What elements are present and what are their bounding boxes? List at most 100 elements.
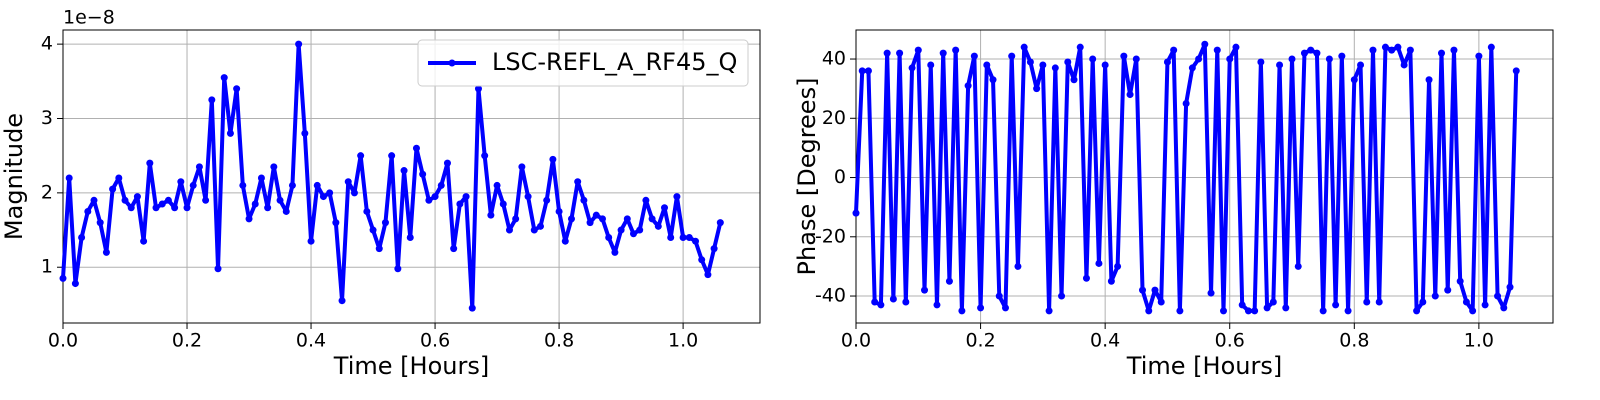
data-point	[1226, 55, 1234, 63]
data-point	[964, 82, 972, 90]
data-point	[983, 61, 991, 69]
data-point	[295, 40, 303, 48]
data-point	[319, 193, 327, 201]
y-tick-label: 2	[41, 181, 53, 203]
data-point	[1288, 55, 1296, 63]
data-point	[667, 233, 675, 241]
x-tick-label: 0.2	[965, 330, 995, 352]
data-point	[332, 219, 340, 227]
y-axis-label: Phase [Degrees]	[793, 78, 821, 276]
x-tick-label: 0.8	[1339, 330, 1369, 352]
data-point	[611, 248, 619, 256]
data-point	[1388, 46, 1396, 54]
data-point	[889, 295, 897, 303]
data-point	[1244, 307, 1252, 315]
data-point	[71, 280, 79, 288]
data-point	[654, 222, 662, 230]
data-point	[543, 196, 551, 204]
data-point	[977, 304, 985, 312]
data-point	[995, 292, 1003, 300]
data-point	[933, 301, 941, 309]
data-point	[692, 237, 700, 245]
data-point	[642, 196, 650, 204]
data-point	[958, 307, 966, 315]
data-point	[301, 129, 309, 137]
data-point	[276, 196, 284, 204]
data-point	[1201, 40, 1209, 48]
x-tick-label: 0.6	[1215, 330, 1245, 352]
data-point	[1020, 43, 1028, 51]
data-point	[313, 181, 321, 189]
data-point	[1257, 58, 1265, 66]
data-point	[512, 215, 520, 223]
data-point	[208, 96, 216, 104]
data-point	[1269, 298, 1277, 306]
data-point	[338, 297, 346, 305]
data-point	[1070, 76, 1078, 84]
data-point	[698, 256, 706, 264]
data-point	[1232, 43, 1240, 51]
data-point	[1487, 43, 1495, 51]
y-tick-label: -20	[815, 225, 846, 247]
x-axis-label: Time [Hours]	[1126, 352, 1282, 380]
data-point	[1406, 46, 1414, 54]
data-point	[1506, 283, 1514, 291]
data-point	[592, 211, 600, 219]
data-point	[1325, 55, 1333, 63]
data-point	[1207, 289, 1215, 297]
data-point	[1251, 307, 1259, 315]
data-point	[1076, 43, 1084, 51]
data-point	[412, 144, 420, 152]
data-point	[1319, 307, 1327, 315]
data-point	[989, 76, 997, 84]
data-point	[1456, 277, 1464, 285]
data-point	[1425, 76, 1433, 84]
data-point	[1008, 52, 1016, 60]
data-point	[1294, 262, 1302, 270]
x-tick-label: 0.4	[296, 330, 326, 352]
data-point	[1475, 52, 1483, 60]
data-point	[1350, 76, 1358, 84]
data-point	[96, 219, 104, 227]
x-tick-label: 0.6	[420, 330, 450, 352]
data-point	[1114, 262, 1122, 270]
data-point	[1039, 61, 1047, 69]
data-point	[171, 204, 179, 212]
data-point	[921, 286, 929, 294]
data-point	[1338, 52, 1346, 60]
data-point	[282, 207, 290, 215]
data-point	[394, 265, 402, 273]
data-point	[1033, 85, 1041, 93]
data-point	[1357, 61, 1365, 69]
data-point	[65, 174, 73, 182]
data-point	[220, 74, 228, 82]
data-point	[1419, 298, 1427, 306]
data-point	[1064, 58, 1072, 66]
data-point	[388, 152, 396, 160]
subplot: 0.0 0.2 0.4 0.6 0.8 1.0 -40 -20 0 20 40 Time [Hours…	[793, 29, 1554, 380]
data-point	[877, 301, 885, 309]
data-point	[536, 222, 544, 230]
data-point	[1145, 307, 1153, 315]
data-point	[251, 200, 259, 208]
data-point	[1001, 304, 1009, 312]
data-point	[1089, 55, 1097, 63]
data-point	[524, 193, 532, 201]
data-point	[1363, 298, 1371, 306]
data-point	[1512, 67, 1520, 75]
data-point	[629, 230, 637, 238]
data-point	[927, 61, 935, 69]
data-point	[1026, 58, 1034, 66]
data-point	[375, 245, 383, 253]
data-point	[369, 226, 377, 234]
data-point	[84, 207, 92, 215]
data-point	[1381, 43, 1389, 51]
data-point	[617, 226, 625, 234]
data-point	[1438, 49, 1446, 57]
data-point	[574, 178, 582, 186]
data-point	[1344, 307, 1352, 315]
x-tick-label: 1.0	[1464, 330, 1494, 352]
data-point	[1219, 307, 1227, 315]
data-point	[164, 196, 172, 204]
